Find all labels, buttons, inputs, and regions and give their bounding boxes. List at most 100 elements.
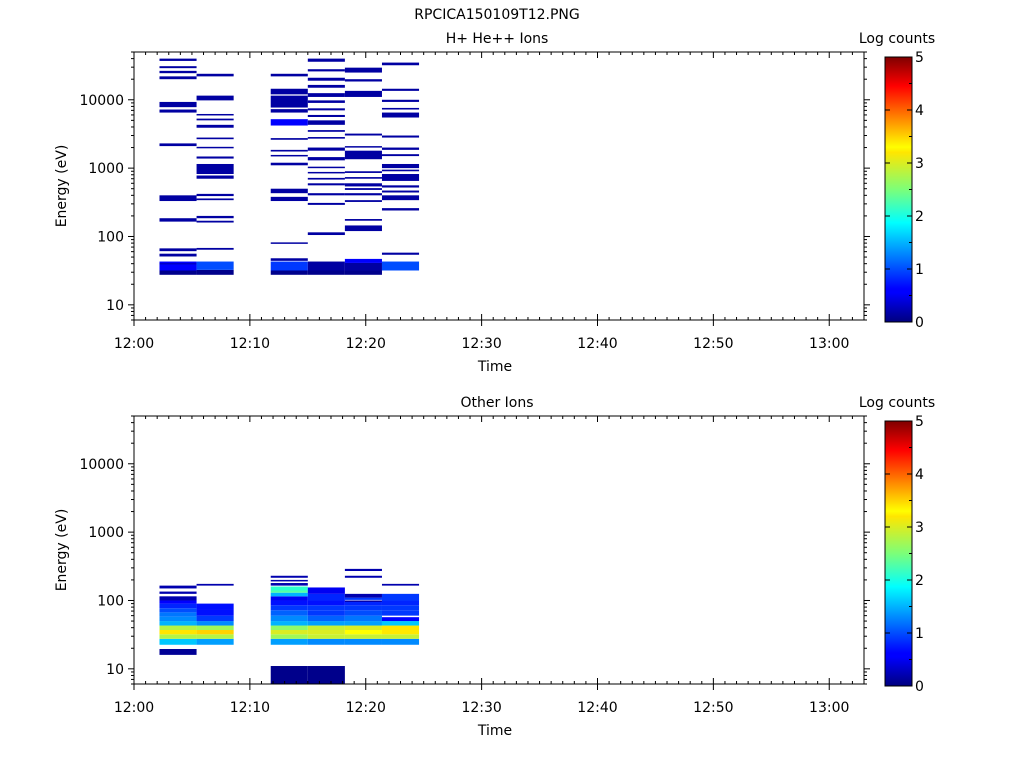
data-cell [159, 218, 197, 222]
x-tick-label: 12:30 [461, 336, 501, 352]
data-cell [270, 592, 308, 597]
data-cell [381, 99, 420, 102]
data-cell [159, 248, 197, 252]
data-cell [159, 591, 197, 594]
data-cell [196, 146, 234, 149]
data-cell [270, 583, 308, 586]
y-axis: 10 100 1000 10000 Energy (eV) [54, 415, 870, 685]
data-cell [270, 154, 308, 157]
data-cell [196, 163, 234, 175]
data-cell [307, 93, 345, 97]
data-cell [159, 253, 197, 257]
data-cell [344, 593, 382, 598]
data-cell [307, 621, 345, 626]
data-cell [344, 262, 382, 271]
figure-title: RPCICA150109T12.PNG [414, 7, 579, 23]
data-cell [381, 600, 420, 606]
y-tick-label: 10000 [79, 93, 124, 109]
data-cell [159, 101, 197, 108]
data-cell [381, 583, 420, 586]
colorbar-label: Log counts [859, 31, 935, 47]
data-cell [159, 630, 197, 635]
data-cell [270, 270, 308, 275]
data-cell [307, 177, 345, 180]
x-axis: 12:00 12:10 12:20 12:30 12:40 12:50 13:00 Time [114, 52, 865, 375]
data-cell [381, 610, 420, 616]
data-cell [344, 219, 382, 221]
colorbar-tick-label: 0 [915, 679, 924, 695]
colorbar-tick-label: 3 [915, 520, 924, 536]
plot-frame [133, 415, 865, 685]
data-cell [270, 638, 308, 645]
data-cell [307, 638, 345, 645]
data-cell [344, 258, 382, 263]
data-cell [196, 95, 234, 101]
data-cell [381, 195, 420, 201]
plot-frame [133, 51, 865, 321]
data-cell [307, 157, 345, 161]
data-cell [381, 638, 420, 645]
data-cell [196, 118, 234, 121]
data-cell [307, 100, 345, 103]
data-cell [159, 76, 197, 80]
data-cell [196, 247, 234, 250]
data-cell [381, 62, 420, 66]
data-cell [381, 169, 420, 172]
data-cell [159, 262, 197, 265]
data-cell [307, 147, 345, 151]
data-cell [196, 113, 234, 116]
data-cell [196, 638, 234, 645]
data-cell [270, 575, 308, 578]
x-tick-label: 12:30 [461, 700, 501, 716]
colorbar-tick-label: 0 [915, 315, 924, 331]
data-cell [159, 195, 197, 202]
data-cell [307, 77, 345, 81]
data-cell [307, 593, 345, 601]
data-cell [344, 610, 382, 616]
y-axis: 10 100 1000 10000 Energy (eV) [54, 51, 870, 321]
data-cell [344, 188, 382, 190]
data-cell [270, 242, 308, 244]
data-cell [307, 630, 345, 635]
data-cell [270, 149, 308, 152]
data-cell [307, 137, 345, 139]
data-cell [344, 90, 382, 97]
data-cell [159, 649, 197, 655]
colorbar-tick-label: 1 [915, 262, 924, 278]
data-cell [270, 610, 308, 616]
data-cell [307, 666, 345, 685]
x-tick-label: 12:40 [577, 700, 617, 716]
data-cell [159, 143, 197, 147]
data-cell [196, 630, 234, 635]
data-cell [381, 208, 420, 211]
colorbar: 0 1 2 3 4 5 Log counts [859, 31, 935, 331]
x-tick-label: 13:00 [809, 336, 849, 352]
data-cell [381, 252, 420, 255]
data-cell [381, 605, 420, 611]
data-cell [159, 270, 197, 275]
data-cell [159, 261, 197, 271]
data-cell [270, 138, 308, 140]
data-cell [270, 88, 308, 95]
data-cell [196, 220, 234, 223]
colorbar-tick-label: 1 [915, 626, 924, 642]
data-cell [307, 130, 345, 132]
data-cell [307, 634, 345, 639]
data-cell [344, 575, 382, 578]
data-cell [307, 69, 345, 72]
x-tick-label: 13:00 [809, 700, 849, 716]
data-cell [381, 112, 420, 118]
data-cell [307, 610, 345, 616]
data-cell [344, 597, 382, 600]
data-cell [159, 70, 197, 74]
y-tick-label: 1000 [88, 161, 124, 177]
colorbar-tick-label: 3 [915, 156, 924, 172]
data-cell [344, 625, 382, 630]
x-tick-label: 12:10 [230, 700, 270, 716]
data-cell [159, 616, 197, 622]
data-cell [270, 586, 308, 591]
data-cell [270, 630, 308, 635]
data-cell [381, 617, 420, 622]
data-cell [381, 621, 420, 626]
data-cell [159, 109, 197, 113]
